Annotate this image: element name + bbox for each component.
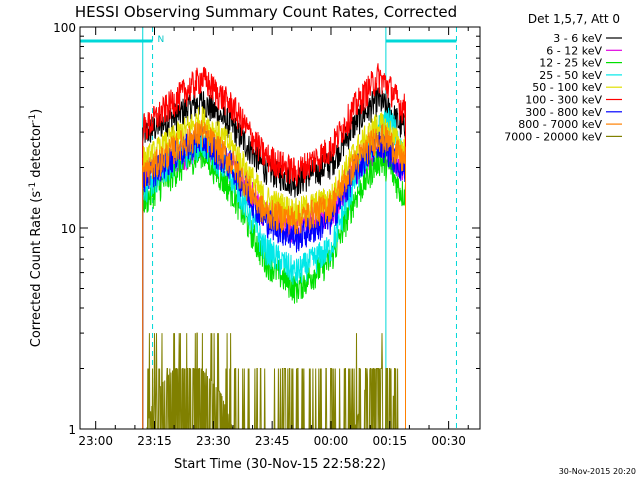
y-axis-label: Corrected Count Rate (s-1 detector-1) [28, 109, 44, 347]
y-axis-label-sup2: -1 [28, 114, 38, 123]
legend-entry-label: 12 - 25 keV [539, 57, 602, 70]
timestamp: 30-Nov-2015 20:20 [559, 467, 636, 476]
x-tick-label: 23:45 [255, 434, 290, 448]
x-tick-label: 23:30 [196, 434, 231, 448]
y-axis: 1 10 100 [53, 21, 480, 437]
y-axis-label-mid: detector [29, 122, 44, 182]
legend-entry-label: 25 - 50 keV [539, 69, 602, 82]
series-line [142, 119, 406, 429]
chart-title: HESSI Observing Summary Count Rates, Cor… [75, 3, 457, 21]
x-axis: 23:00 23:15 23:30 23:45 00:00 00:15 00:30 [78, 27, 469, 448]
x-tick-label: 23:00 [78, 434, 113, 448]
legend-title: Det 1,5,7, Att 0 [528, 12, 620, 26]
x-tick-label: 00:30 [431, 434, 466, 448]
series-layer [142, 63, 406, 429]
y-tick-label: 100 [53, 21, 76, 35]
x-axis-label: Start Time (30-Nov-15 22:58:22) [174, 457, 386, 472]
y-tick-label: 10 [61, 222, 76, 236]
x-tick-label: 23:15 [137, 434, 172, 448]
y-axis-label-end: ) [29, 109, 44, 114]
legend-entry-label: 6 - 12 keV [546, 44, 602, 57]
y-axis-label-sup1: -1 [28, 182, 38, 191]
x-tick-label: 00:15 [373, 434, 408, 448]
y-axis-label-main: Corrected Count Rate (s [29, 191, 44, 348]
night-markers: N [80, 35, 457, 45]
night-marker-label: N [158, 35, 165, 45]
x-tick-label: 00:00 [314, 434, 349, 448]
legend-entry-label: 7000 - 20000 keV [504, 130, 602, 143]
legend-entry-label: 50 - 100 keV [532, 81, 602, 94]
legend-entry-label: 100 - 300 keV [525, 94, 602, 107]
legend-entry-label: 800 - 7000 keV [518, 118, 602, 131]
y-tick-label: 1 [68, 423, 76, 437]
legend-entry-label: 300 - 800 keV [525, 106, 602, 119]
series-line [142, 332, 406, 429]
series-line [142, 63, 406, 429]
legend-entry-label: 3 - 6 keV [553, 32, 602, 45]
